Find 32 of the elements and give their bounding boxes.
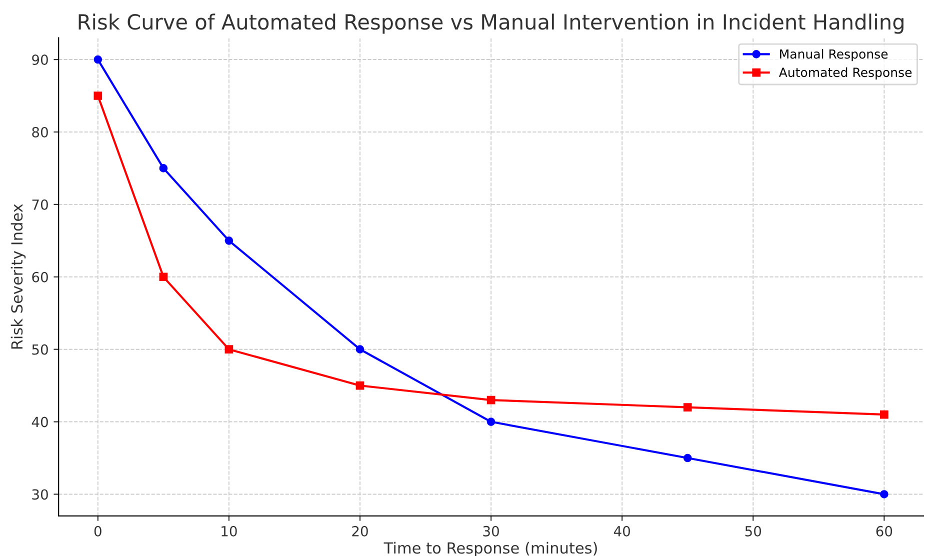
point: [356, 345, 364, 354]
legend-label: Automated Response: [778, 67, 912, 80]
y-tick-label: 70: [32, 199, 48, 210]
point: [880, 490, 888, 498]
point: [683, 454, 692, 462]
y-axis-title: Risk Severity Index: [10, 204, 26, 349]
x-tick-label: 50: [745, 526, 762, 536]
point: [486, 396, 496, 404]
point: [683, 403, 692, 412]
point: [159, 272, 168, 282]
point: [880, 410, 888, 419]
y-tick-label: 60: [32, 272, 48, 282]
y-tick-label: 80: [32, 126, 48, 138]
point: [94, 55, 102, 64]
x-tick-label: 10: [222, 526, 237, 536]
x-tick-label: 40: [614, 526, 630, 536]
chart-title: Risk Curve of Automated Response vs Manual Intervention in Incident Handling: [78, 14, 904, 34]
x-tick-label: 60: [876, 526, 892, 536]
y-tick-label: 90: [32, 54, 48, 66]
x-tick-label: 30: [483, 526, 499, 536]
y-tick-label: 50: [32, 344, 48, 355]
point: [159, 164, 168, 172]
point: [224, 345, 234, 354]
y-tick-label: 40: [32, 416, 48, 428]
point: [94, 92, 102, 100]
point: [224, 236, 234, 245]
x-tick-label: 20: [352, 526, 368, 536]
x-tick-label: 0: [94, 526, 102, 536]
y-tick-label: 30: [32, 489, 48, 500]
point: [356, 381, 364, 390]
point: [486, 418, 496, 426]
legend-label: Manual Response: [780, 49, 888, 62]
